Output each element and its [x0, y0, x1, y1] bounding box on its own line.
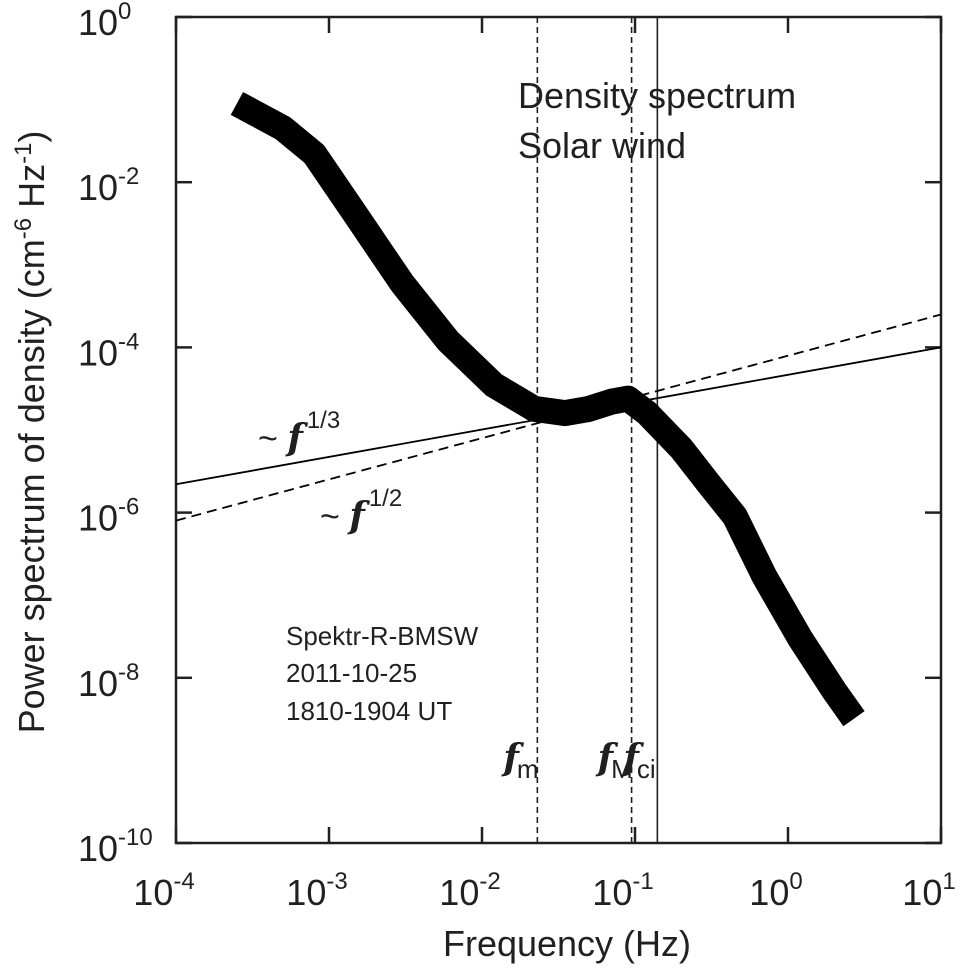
- y-axis-label-end: ): [11, 131, 52, 143]
- axis-ticks: 10-4 10-3 10-2 10-1 100 101 100 10-2 10-4 10-6 10-…: [78, 0, 956, 913]
- annotation-title-line1: Density spectrum: [518, 75, 796, 116]
- y-tick-label: 10-8: [78, 659, 139, 704]
- chart-labels: ~ f 1/3 ~ f 1/2: [258, 407, 402, 537]
- vertical-line-label-fci: fci: [620, 737, 655, 784]
- x-tick-label: 100: [749, 868, 802, 913]
- y-tick-label: 10-2: [78, 163, 139, 208]
- x-tick-label: 10-1: [592, 868, 653, 913]
- y-axis-label-main: Power spectrum of density (cm: [11, 239, 52, 733]
- vertical-line-label-fM: fM: [595, 737, 633, 784]
- annotation-title-line2: Solar wind: [518, 125, 686, 166]
- x-tick-label: 10-2: [439, 868, 500, 913]
- power-law-third-line: [175, 346, 942, 486]
- y-axis-label-exp2: -1: [10, 143, 37, 164]
- y-axis-label: Power spectrum of density (cm-6 Hz-1): [10, 131, 52, 734]
- vertical-line-label-fm: fm: [500, 737, 538, 784]
- x-axis-label: Frequency (Hz): [443, 923, 691, 964]
- x-tick-label: 10-4: [133, 868, 194, 913]
- y-tick-label: 10-4: [78, 328, 139, 373]
- y-tick-label: 100: [78, 0, 131, 43]
- power-law-label-half: ~ f 1/2: [320, 485, 402, 537]
- x-tick-label: 101: [902, 868, 955, 913]
- plot-frame: [174, 15, 943, 845]
- y-tick-label: 10-6: [78, 494, 139, 539]
- y-axis-label-exp1: -6: [10, 218, 37, 239]
- info-spacecraft: Spektr-R-BMSW: [286, 621, 479, 651]
- y-tick-label: 10-10: [78, 824, 153, 869]
- y-axis-label-mid: Hz: [11, 164, 52, 218]
- power-law-label-third: ~ f 1/3: [258, 407, 340, 459]
- info-date: 2011-10-25: [286, 658, 417, 688]
- power-law-half-line: [175, 313, 942, 522]
- x-tick-label: 10-3: [286, 868, 347, 913]
- density-spectrum-line: [230, 91, 865, 727]
- chart-series: [175, 91, 942, 727]
- info-time-range: 1810-1904 UT: [286, 696, 452, 726]
